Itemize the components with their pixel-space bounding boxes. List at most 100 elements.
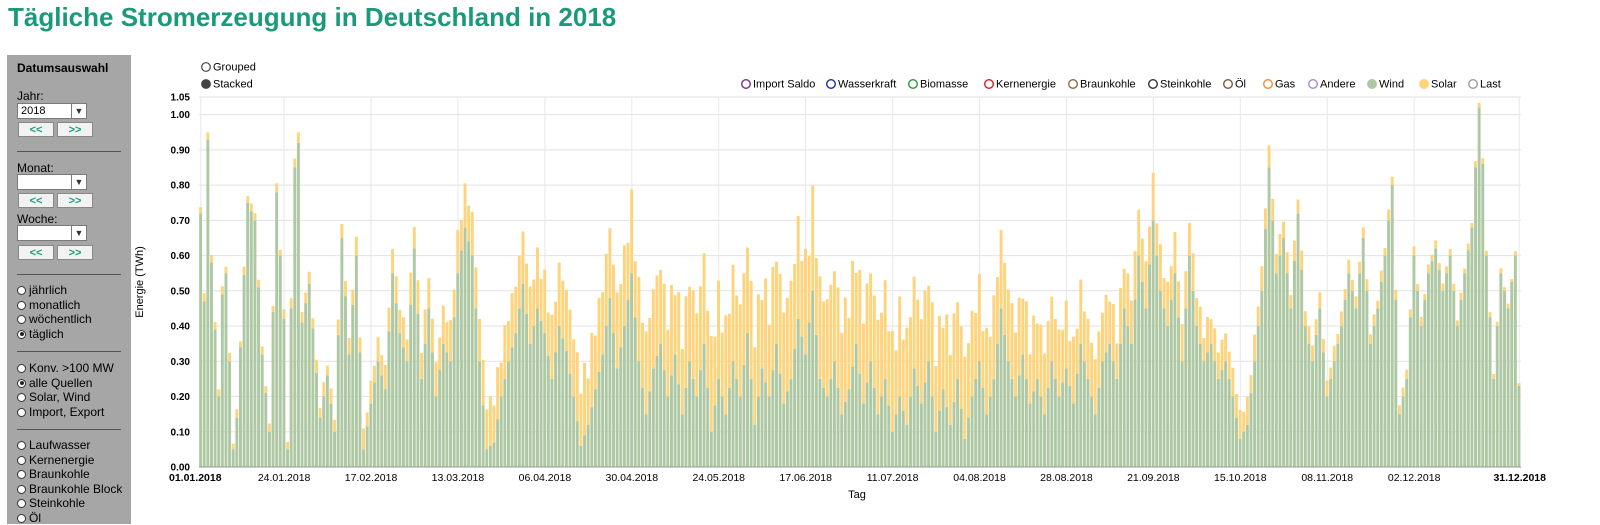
solar-bar: [1122, 268, 1126, 309]
legend-marker-icon[interactable]: [908, 78, 919, 89]
legend-item-label[interactable]: Solar: [1431, 79, 1457, 91]
solar-bar: [1061, 329, 1065, 383]
wind-bar: [688, 361, 692, 467]
legend-marker-icon[interactable]: [1222, 78, 1233, 89]
year-select[interactable]: 2018 ▼: [17, 103, 87, 119]
energy-type-radio[interactable]: Öl: [17, 511, 41, 525]
wind-bar: [1495, 326, 1499, 467]
radio-circle-icon[interactable]: [17, 513, 26, 523]
wind-bar: [282, 319, 286, 467]
period-radio[interactable]: täglich: [17, 327, 64, 341]
month-prev-button[interactable]: <<: [18, 193, 54, 208]
legend-item-label[interactable]: Steinkohle: [1160, 79, 1211, 91]
legend-marker-icon[interactable]: [984, 78, 995, 89]
solar-bar: [478, 318, 481, 362]
solar-bar: [1238, 409, 1242, 439]
legend-item-label[interactable]: Import Saldo: [753, 79, 815, 91]
solar-bar: [1361, 227, 1365, 238]
legend-item-label[interactable]: Biomasse: [920, 79, 968, 91]
legend-marker-icon[interactable]: [826, 78, 837, 89]
legend-item-label[interactable]: Wind: [1379, 79, 1404, 91]
solar-bar: [1191, 253, 1195, 291]
solar-bar: [1108, 301, 1112, 344]
period-radio[interactable]: monatlich: [17, 298, 80, 312]
legend-item-label[interactable]: Braunkohle: [1080, 79, 1136, 91]
wind-bar: [383, 389, 387, 467]
radio-circle-icon[interactable]: [17, 315, 26, 324]
legend-marker-icon[interactable]: [1366, 78, 1377, 89]
radio-circle-icon[interactable]: [17, 407, 26, 417]
legend-marker-icon[interactable]: [1147, 78, 1158, 89]
source-radio[interactable]: alle Quellen: [17, 376, 92, 390]
week-next-button[interactable]: >>: [57, 245, 93, 260]
solar-bar: [775, 261, 778, 344]
solar-bar: [228, 352, 232, 362]
radio-circle-icon[interactable]: [17, 378, 26, 388]
radio-circle-icon[interactable]: [17, 300, 26, 310]
x-tick-label: 11.07.2018: [867, 472, 919, 484]
solar-bar: [612, 264, 615, 334]
radio-circle-icon[interactable]: [17, 470, 26, 479]
energy-type-radio[interactable]: Kernenergie: [17, 453, 94, 467]
solar-bar: [1419, 316, 1423, 327]
chevron-down-icon[interactable]: ▼: [71, 104, 86, 118]
chevron-down-icon[interactable]: ▼: [71, 226, 86, 240]
week-prev-button[interactable]: <<: [18, 245, 54, 260]
radio-circle-icon[interactable]: [17, 455, 26, 465]
solar-bar: [373, 365, 376, 383]
week-select[interactable]: ▼: [17, 225, 87, 241]
year-next-button[interactable]: >>: [57, 122, 93, 137]
legend-marker-icon[interactable]: [741, 78, 752, 89]
mode-radio-icon[interactable]: [201, 79, 211, 89]
energy-type-radio[interactable]: Laufwasser: [17, 438, 90, 452]
legend-item-label[interactable]: Andere: [1320, 79, 1355, 91]
legend-item-label[interactable]: Öl: [1235, 79, 1246, 91]
radio-circle-icon[interactable]: [17, 329, 26, 339]
solar-bar: [1032, 315, 1036, 392]
radio-circle-icon[interactable]: [17, 393, 26, 402]
energy-type-radio-label: Steinkohle: [29, 496, 86, 510]
solar-bar: [1075, 328, 1079, 374]
legend-marker-icon[interactable]: [1307, 78, 1318, 89]
energy-type-radio[interactable]: Steinkohle: [17, 496, 85, 510]
legend-marker-icon[interactable]: [1262, 78, 1273, 89]
legend-item-label[interactable]: Gas: [1275, 79, 1296, 91]
radio-circle-icon[interactable]: [17, 441, 26, 450]
legend-marker-icon[interactable]: [1067, 78, 1078, 89]
mode-radio-icon[interactable]: [201, 62, 211, 72]
source-radio[interactable]: Solar, Wind: [17, 390, 90, 404]
radio-circle-icon[interactable]: [17, 484, 26, 494]
month-select[interactable]: ▼: [17, 174, 87, 190]
wind-bar: [1343, 299, 1347, 467]
wind-bar: [1260, 290, 1264, 467]
legend-marker-icon[interactable]: [1418, 78, 1429, 89]
solar-bar: [1173, 232, 1177, 274]
wind-bar: [1097, 387, 1101, 467]
wind-bar: [717, 378, 721, 467]
period-radio[interactable]: jährlich: [17, 283, 67, 297]
solar-bar: [1474, 161, 1477, 168]
radio-circle-icon[interactable]: [17, 364, 26, 373]
month-next-button[interactable]: >>: [57, 193, 93, 208]
chevron-down-icon[interactable]: ▼: [71, 175, 86, 189]
mode-option-label[interactable]: Stacked: [213, 79, 253, 91]
wind-bar: [1365, 290, 1369, 467]
energy-type-radio[interactable]: Braunkohle: [17, 467, 90, 481]
legend-marker-icon[interactable]: [1467, 78, 1478, 89]
legend-item-label[interactable]: Wasserkraft: [838, 79, 896, 91]
source-radio[interactable]: Import, Export: [17, 405, 104, 419]
wind-bar: [876, 414, 880, 467]
mode-option-label[interactable]: Grouped: [213, 62, 256, 74]
solar-bar: [401, 317, 405, 348]
wind-bar: [1256, 326, 1260, 467]
radio-circle-icon[interactable]: [17, 499, 26, 508]
legend-item-label[interactable]: Last: [1480, 79, 1501, 91]
solar-bar: [738, 304, 742, 397]
source-radio[interactable]: Konv. >100 MW: [17, 361, 114, 375]
radio-circle-icon[interactable]: [17, 286, 26, 295]
energy-type-radio[interactable]: Braunkohle Block: [17, 482, 122, 496]
legend-item-label[interactable]: Kernenergie: [996, 79, 1056, 91]
wind-bar: [1474, 167, 1477, 467]
year-prev-button[interactable]: <<: [18, 122, 54, 137]
period-radio[interactable]: wöchentlich: [17, 312, 92, 326]
